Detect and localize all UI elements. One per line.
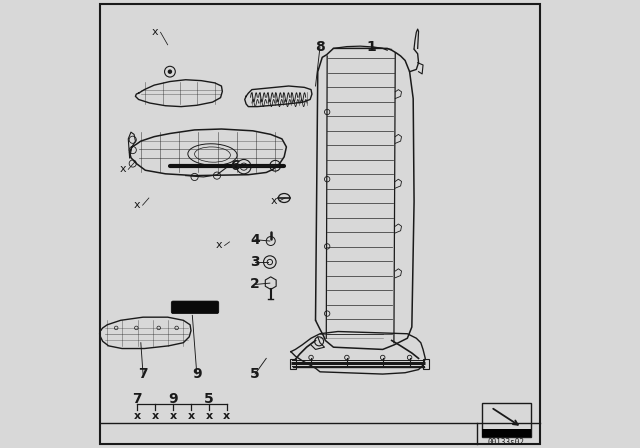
Text: 4: 4 — [250, 233, 260, 247]
Text: 5: 5 — [250, 367, 260, 381]
Text: 5: 5 — [204, 392, 214, 406]
Text: x: x — [134, 411, 141, 421]
Text: 6: 6 — [230, 159, 240, 173]
Text: 2: 2 — [250, 277, 260, 292]
Text: x: x — [223, 411, 230, 421]
Text: x: x — [170, 411, 177, 421]
Circle shape — [270, 160, 280, 171]
FancyBboxPatch shape — [172, 301, 219, 314]
Text: x: x — [205, 411, 212, 421]
Text: 9: 9 — [168, 392, 178, 406]
Circle shape — [266, 237, 275, 246]
Text: x: x — [216, 241, 223, 250]
Text: x: x — [120, 164, 126, 174]
Circle shape — [267, 259, 273, 265]
Circle shape — [264, 256, 276, 268]
Bar — [423, 359, 429, 369]
Text: 1: 1 — [367, 40, 376, 54]
Text: 7: 7 — [132, 392, 142, 406]
Text: 00133s02: 00133s02 — [488, 438, 525, 447]
Bar — [482, 429, 531, 437]
Bar — [290, 359, 296, 369]
Text: x: x — [188, 411, 195, 421]
Text: 7: 7 — [138, 367, 148, 381]
Text: x: x — [152, 27, 159, 37]
Text: 8: 8 — [315, 40, 325, 54]
Text: x: x — [152, 411, 159, 421]
Text: 3: 3 — [250, 255, 260, 269]
Text: 9: 9 — [192, 367, 202, 381]
Text: x: x — [271, 196, 278, 206]
Bar — [482, 403, 531, 437]
Circle shape — [168, 69, 172, 74]
Text: x: x — [134, 200, 141, 210]
